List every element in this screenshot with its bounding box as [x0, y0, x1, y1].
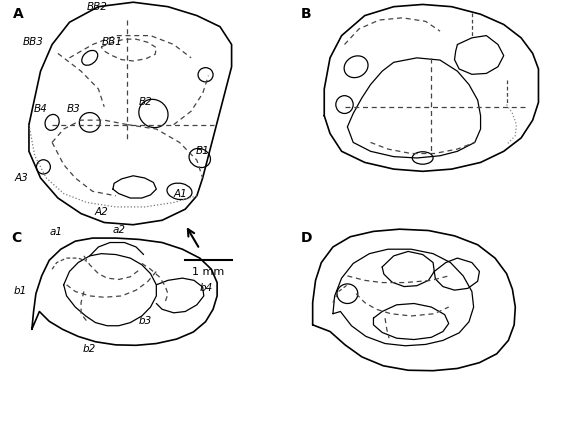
Text: BB2: BB2	[87, 3, 108, 12]
Text: 1 mm: 1 mm	[192, 267, 225, 277]
Text: b2: b2	[83, 344, 96, 353]
Text: A3: A3	[14, 173, 28, 183]
Text: B2: B2	[139, 97, 153, 107]
Text: B: B	[301, 7, 312, 20]
Text: b4: b4	[200, 283, 213, 293]
Text: C: C	[12, 231, 22, 245]
Text: A: A	[13, 7, 24, 20]
Text: b1: b1	[13, 287, 27, 296]
Text: A2: A2	[94, 207, 108, 217]
Text: A1: A1	[174, 189, 188, 198]
Text: B3: B3	[67, 104, 80, 114]
Text: b3: b3	[139, 316, 152, 326]
Text: B1: B1	[196, 146, 210, 156]
Text: BB1: BB1	[101, 37, 122, 47]
Text: a1: a1	[49, 227, 62, 237]
Text: D: D	[301, 231, 313, 245]
Text: a2: a2	[113, 225, 126, 235]
Text: BB3: BB3	[23, 37, 44, 47]
Text: B4: B4	[34, 104, 47, 114]
